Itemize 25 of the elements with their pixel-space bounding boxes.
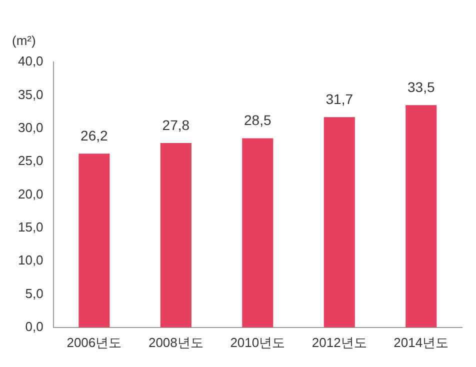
x-tick-label: 2010년도 [230, 334, 286, 350]
y-tick-label: 5,0 [25, 286, 44, 301]
y-tick-label: 40,0 [18, 54, 44, 69]
y-tick-label: 10,0 [18, 252, 44, 268]
bar [324, 117, 355, 328]
bar [242, 138, 274, 328]
y-tick-label: 35,0 [18, 86, 44, 102]
bar [78, 154, 110, 328]
x-tick-label: 2008년도 [148, 334, 204, 350]
x-tick-label: 2006년도 [66, 334, 122, 350]
y-tick-label: 15,0 [18, 219, 44, 234]
data-label: 33,5 [408, 78, 435, 95]
x-tick-label: 2014년도 [394, 334, 449, 350]
y-tick-label: 20,0 [18, 186, 44, 202]
bar [406, 105, 437, 328]
y-axis-title: (m²) [12, 33, 36, 48]
bar [160, 142, 192, 328]
data-label: 28,5 [244, 112, 272, 128]
data-label: 27,8 [162, 116, 190, 133]
y-tick-label: 0,0 [25, 318, 44, 334]
x-tick-label: 2012년도 [312, 334, 367, 350]
y-tick-label: 30,0 [18, 120, 44, 135]
y-tick-label: 25,0 [18, 153, 44, 168]
data-label: 26,2 [80, 127, 108, 144]
data-label: 31,7 [326, 90, 354, 107]
